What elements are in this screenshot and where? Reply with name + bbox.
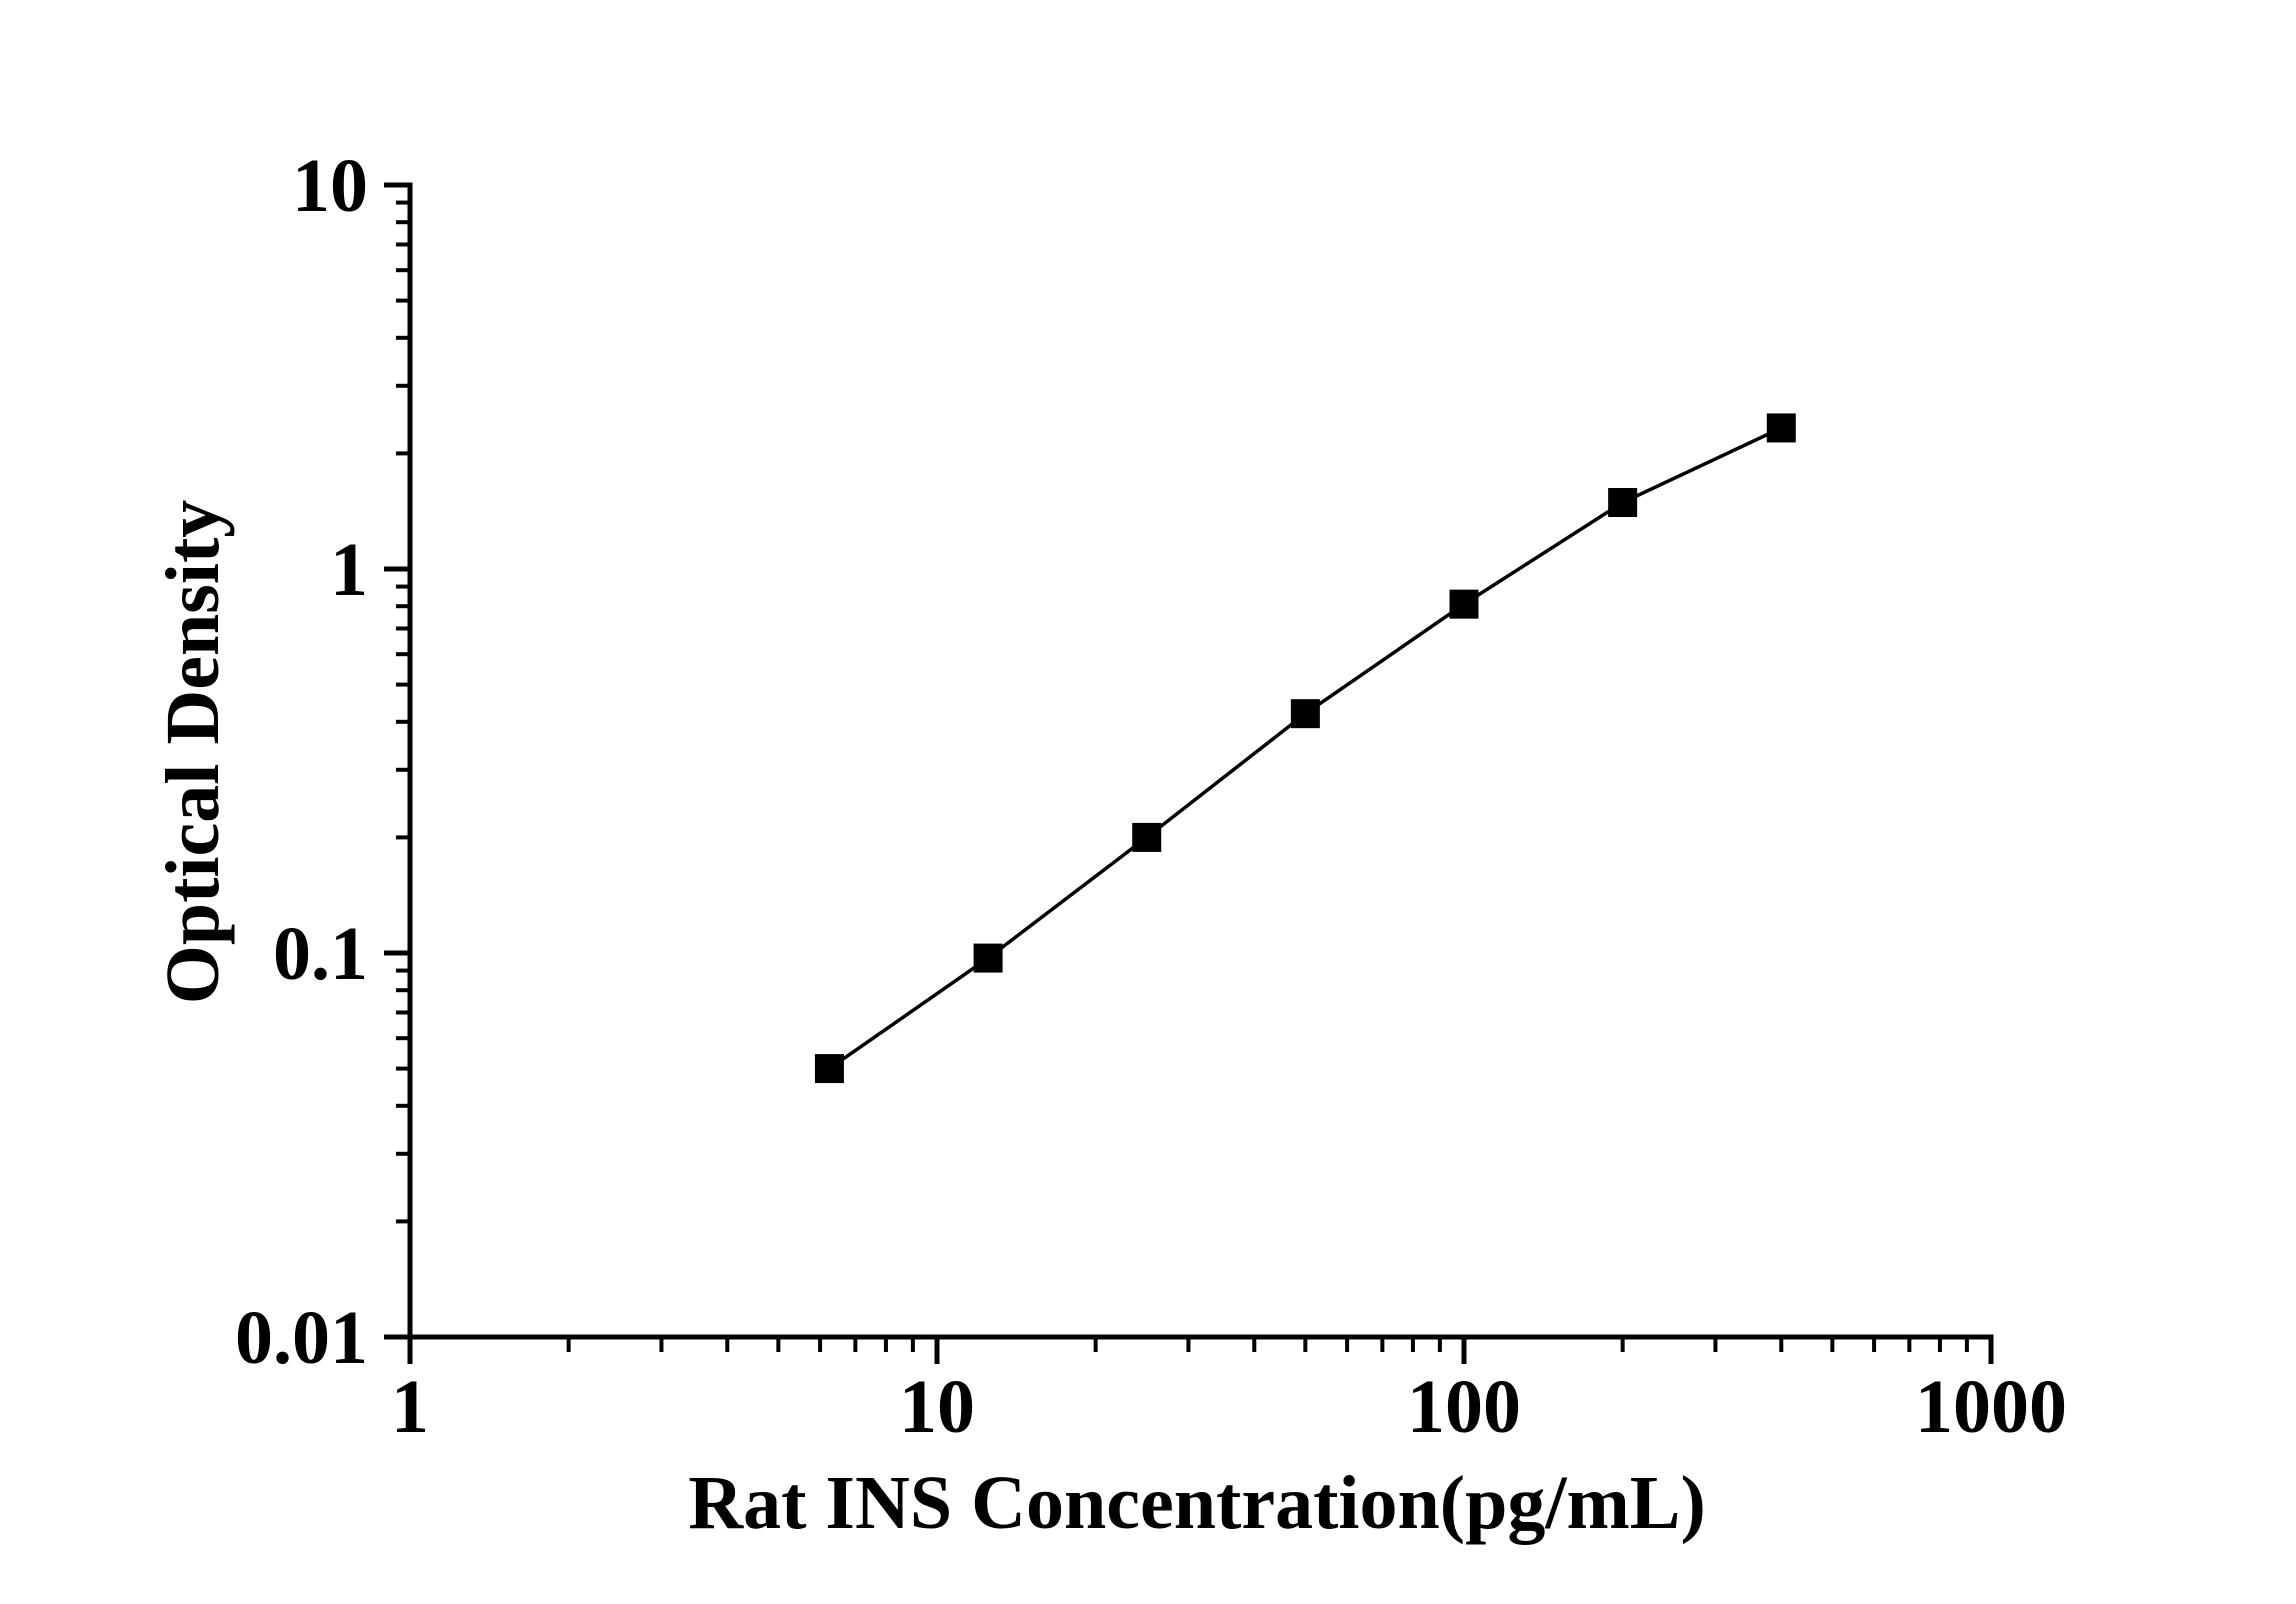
y-tick-label-0.01: 0.01	[235, 1296, 368, 1380]
x-axis-title: Rat INS Concentration(pg/mL)	[688, 1461, 1706, 1545]
data-point-marker	[814, 1054, 844, 1084]
y-tick-label-1: 1	[330, 528, 368, 612]
y-tick-label-10: 10	[292, 144, 368, 228]
data-point-marker	[1132, 822, 1162, 852]
x-tick-label-10: 10	[899, 1365, 975, 1449]
plot-area	[384, 182, 1994, 1364]
data-point-marker	[1290, 699, 1320, 729]
x-tick-label-1000: 1000	[1915, 1365, 2067, 1449]
data-point-marker	[1766, 413, 1796, 443]
y-axis-title: Optical Density	[151, 500, 235, 1005]
standard-curve-line	[828, 426, 1783, 1071]
x-tick-label-100: 100	[1407, 1365, 1521, 1449]
data-point-marker	[1449, 589, 1479, 619]
data-point-marker	[1608, 487, 1638, 517]
x-tick-label-1: 1	[391, 1365, 429, 1449]
y-tick-label-0.1: 0.1	[273, 912, 368, 996]
data-point-marker	[973, 943, 1003, 973]
